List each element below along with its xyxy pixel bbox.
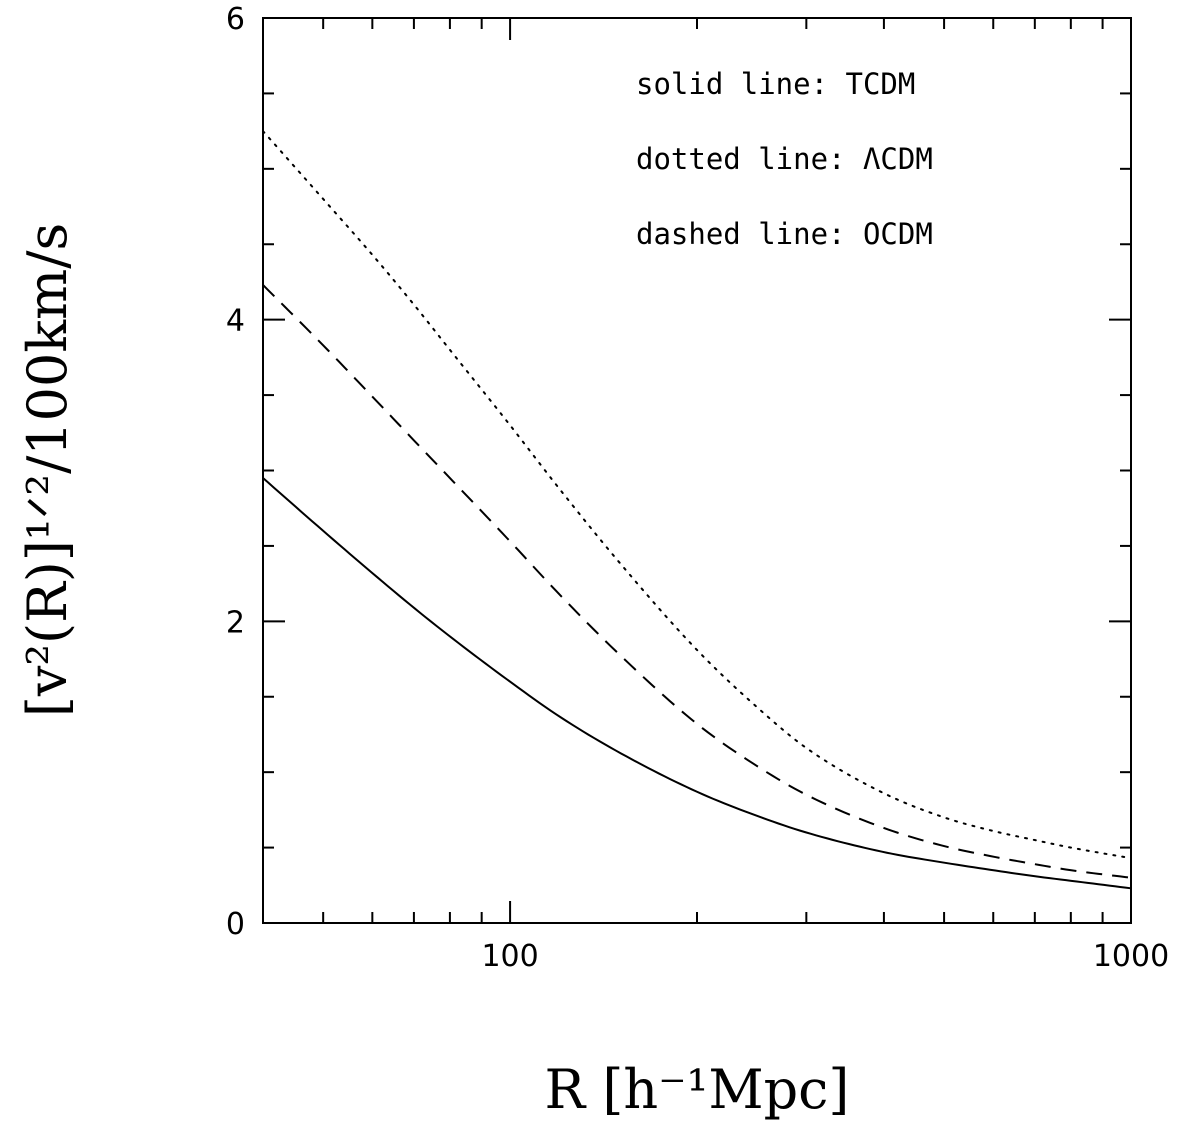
plot-frame	[262, 17, 1132, 924]
series-line-dotted	[262, 130, 1132, 860]
legend-dotted-label: dotted line: ΛCDM	[636, 142, 933, 176]
x-tick-label: 100	[481, 939, 538, 974]
y-tick-label: 2	[226, 605, 245, 640]
x-tick-label: 1000	[1093, 939, 1169, 974]
x-axis-title: R [h⁻¹Mpc]	[545, 1058, 850, 1121]
y-tick-label: 0	[226, 907, 245, 942]
legend-solid-label: solid line: TCDM	[636, 67, 915, 101]
series-lines	[262, 130, 1132, 890]
y-tick-label: 4	[226, 304, 245, 339]
axis-tick-labels: 0 2 4 6 100 1000	[226, 2, 1169, 974]
legend-dashed-label: dashed line: OCDM	[636, 217, 933, 251]
y-tick-label: 6	[226, 2, 245, 37]
series-line-solid	[262, 477, 1132, 890]
y-axis-title: [v²(R)]¹ᐟ²/100km/s	[16, 223, 79, 717]
series-line-dashed	[262, 284, 1132, 879]
